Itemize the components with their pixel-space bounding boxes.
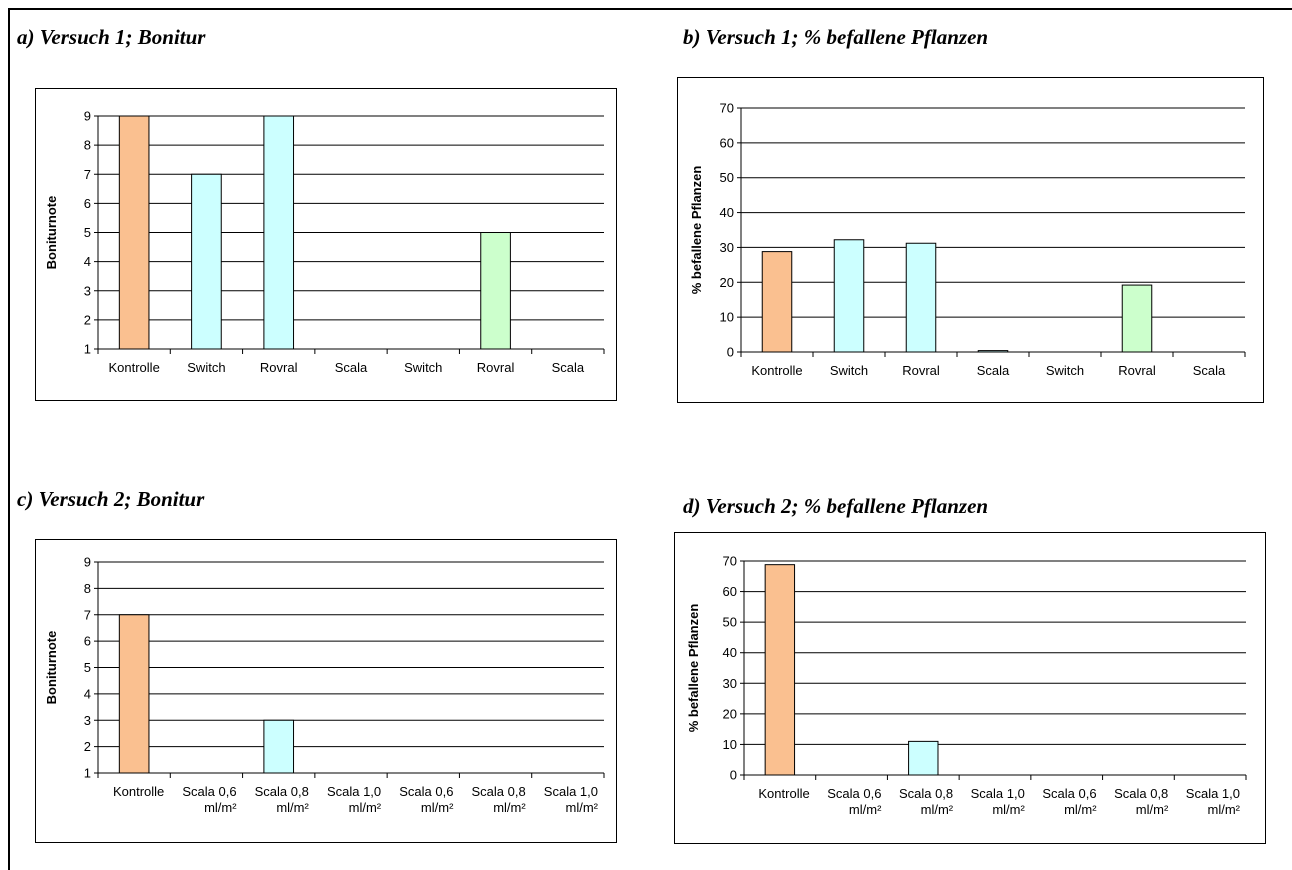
y-tick-label: 50 xyxy=(720,170,734,185)
x-tick-label: Switch xyxy=(830,363,868,378)
x-tick-label: Scala 1,0 ml/m² xyxy=(327,784,382,815)
bar xyxy=(761,251,793,353)
x-tick-label: Scala 1,0 ml/m² xyxy=(1186,786,1241,817)
x-tick-label: Switch xyxy=(187,360,225,375)
bar xyxy=(263,115,295,350)
y-tick-label: 70 xyxy=(720,101,734,116)
y-tick-label: 4 xyxy=(84,254,91,269)
figure-frame xyxy=(8,8,1292,870)
y-tick-label: 60 xyxy=(723,584,737,599)
chart-d: 0 10 20 30 40 50 60 70 Kontrolle Scala 0,6 ml/m² Sc… xyxy=(674,532,1266,844)
bar xyxy=(764,564,796,776)
x-tick-label: Kontrolle xyxy=(113,784,164,799)
y-tick-label: 30 xyxy=(720,240,734,255)
y-axis-label: % befallene Pflanzen xyxy=(689,166,704,295)
chart-b-svg: 0 10 20 30 40 50 60 70 Kontrolle Switch Rovral Scal… xyxy=(689,101,1246,378)
x-tick-label: Rovral xyxy=(260,360,298,375)
bar xyxy=(908,740,939,776)
y-axis-label: Boniturnote xyxy=(44,196,59,270)
x-tick-label: Scala xyxy=(552,360,585,375)
panel-d-title: d) Versuch 2; % befallene Pflanzen xyxy=(683,494,989,518)
bar xyxy=(905,242,937,353)
x-tick-label: Rovral xyxy=(902,363,940,378)
x-tick-label: Scala xyxy=(1193,363,1226,378)
bar xyxy=(118,614,150,774)
bar xyxy=(977,350,1009,353)
x-tick-label: Rovral xyxy=(477,360,515,375)
y-tick-label: 5 xyxy=(84,225,91,240)
bar xyxy=(480,232,511,350)
y-tick-label: 10 xyxy=(723,737,737,752)
bar xyxy=(833,239,865,353)
x-tick-label: Scala 0,6 ml/m² xyxy=(182,784,237,815)
panel-a-title: a) Versuch 1; Bonitur xyxy=(17,25,206,49)
x-tick-label: Switch xyxy=(404,360,442,375)
y-tick-label: 4 xyxy=(84,686,91,701)
chart-a: 1 2 3 4 5 6 7 8 9 Kontrolle Switch Rovral Scala Switc… xyxy=(35,88,617,401)
y-tick-label: 50 xyxy=(723,615,737,630)
x-tick-label: Kontrolle xyxy=(758,786,809,801)
x-tick-label: Scala 0,6 ml/m² xyxy=(399,784,454,815)
y-tick-label: 0 xyxy=(727,345,734,360)
bar xyxy=(263,719,295,774)
y-tick-label: 10 xyxy=(720,310,734,325)
y-tick-label: 5 xyxy=(84,660,91,675)
chart-c-svg: 1 2 3 4 5 6 7 8 9 Kontrolle Scala 0,6 ml/m² Scala 0,… xyxy=(44,555,605,815)
y-tick-label: 20 xyxy=(720,275,734,290)
x-tick-label: Scala 0,8 ml/m² xyxy=(1114,786,1169,817)
y-tick-label: 20 xyxy=(723,706,737,721)
bar xyxy=(118,115,150,350)
x-tick-label: Scala 0,8 ml/m² xyxy=(899,786,954,817)
y-tick-label: 7 xyxy=(84,607,91,622)
chart-a-svg: 1 2 3 4 5 6 7 8 9 Kontrolle Switch Rovral Scala Switc… xyxy=(44,109,605,375)
y-tick-label: 6 xyxy=(84,196,91,211)
x-tick-label: Scala 1,0 ml/m² xyxy=(971,786,1026,817)
y-tick-label: 1 xyxy=(84,766,91,781)
chart-d-svg: 0 10 20 30 40 50 60 70 Kontrolle Scala 0,6 ml/m² Sc… xyxy=(686,554,1247,817)
x-tick-label: Rovral xyxy=(1118,363,1156,378)
y-tick-label: 7 xyxy=(84,167,91,182)
y-tick-label: 0 xyxy=(730,768,737,783)
x-tick-label: Scala 0,8 ml/m² xyxy=(472,784,527,815)
panel-b-title: b) Versuch 1; % befallene Pflanzen xyxy=(683,25,989,49)
x-tick-label: Scala 0,6 ml/m² xyxy=(827,786,882,817)
y-tick-label: 40 xyxy=(723,645,737,660)
bar xyxy=(191,173,222,350)
y-tick-label: 6 xyxy=(84,634,91,649)
x-tick-label: Scala 1,0 ml/m² xyxy=(544,784,599,815)
x-tick-label: Scala 0,8 ml/m² xyxy=(255,784,310,815)
y-tick-label: 2 xyxy=(84,739,91,754)
y-tick-label: 40 xyxy=(720,205,734,220)
y-tick-label: 60 xyxy=(720,135,734,150)
x-tick-label: Scala xyxy=(335,360,368,375)
y-axis-label: % befallene Pflanzen xyxy=(686,604,701,733)
y-tick-label: 3 xyxy=(84,713,91,728)
y-tick-label: 8 xyxy=(84,581,91,596)
y-tick-label: 1 xyxy=(84,342,91,357)
panel-c-title: c) Versuch 2; Bonitur xyxy=(17,487,205,511)
y-tick-label: 9 xyxy=(84,555,91,570)
y-tick-label: 70 xyxy=(723,554,737,569)
y-tick-label: 3 xyxy=(84,283,91,298)
y-axis-label: Boniturnote xyxy=(44,631,59,705)
chart-c: 1 2 3 4 5 6 7 8 9 Kontrolle Scala 0,6 ml/m² Scala 0,… xyxy=(35,539,617,843)
x-tick-label: Kontrolle xyxy=(751,363,802,378)
bar xyxy=(1121,284,1153,353)
x-tick-label: Scala xyxy=(977,363,1010,378)
y-tick-label: 30 xyxy=(723,676,737,691)
x-tick-label: Switch xyxy=(1046,363,1084,378)
x-tick-label: Kontrolle xyxy=(108,360,159,375)
x-tick-label: Scala 0,6 ml/m² xyxy=(1042,786,1097,817)
y-tick-label: 8 xyxy=(84,138,91,153)
y-tick-label: 9 xyxy=(84,109,91,124)
chart-b: 0 10 20 30 40 50 60 70 Kontrolle Switch Rovral Scal… xyxy=(677,77,1264,403)
y-tick-label: 2 xyxy=(84,312,91,327)
